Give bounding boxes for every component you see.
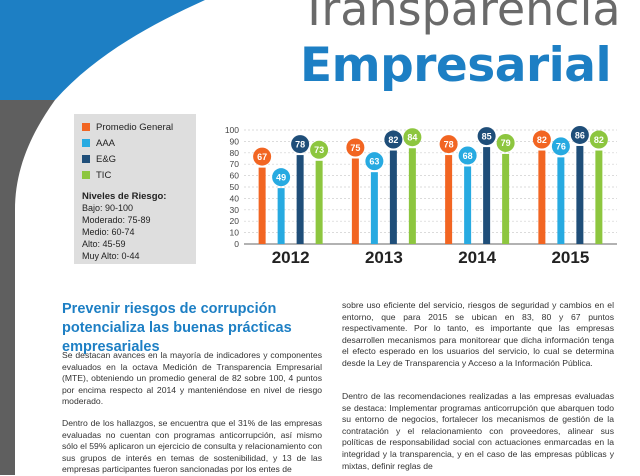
bar	[296, 155, 304, 244]
y-tick-label: 60	[230, 171, 240, 181]
risk-level-item: Moderado: 75-89	[82, 215, 151, 225]
risk-level-item: Muy Alto: 0-44	[82, 251, 140, 261]
legend-swatch	[82, 139, 90, 147]
legend-label: Promedio General	[96, 121, 174, 133]
bar	[483, 147, 491, 244]
bar	[315, 160, 323, 244]
data-label-bubble	[458, 146, 477, 165]
data-label-bubble	[570, 125, 589, 144]
legend-item-eg: E&G	[82, 152, 196, 166]
data-label: 84	[407, 133, 417, 143]
y-tick-label: 100	[225, 125, 239, 135]
bar	[576, 145, 584, 244]
legend-label: TIC	[96, 169, 112, 181]
bar	[464, 166, 472, 244]
x-tick-label: 2012	[272, 248, 310, 267]
page-title-line1: Transparencia	[300, 0, 621, 36]
bar	[408, 148, 416, 244]
bar	[557, 157, 565, 244]
bar	[351, 158, 359, 244]
bar	[538, 150, 546, 244]
y-tick-label: 40	[230, 193, 240, 203]
data-label: 78	[295, 139, 305, 149]
y-tick-label: 90	[230, 136, 240, 146]
data-label-bubble	[384, 130, 403, 149]
data-label: 76	[556, 142, 566, 152]
bar	[595, 150, 603, 244]
data-label-bubble	[403, 128, 422, 147]
data-label: 86	[575, 130, 585, 140]
article-heading: Prevenir riesgos de corrupción potencial…	[62, 301, 292, 355]
gray-side-band	[0, 100, 55, 475]
bar	[389, 150, 397, 244]
legend-item-tic: TIC	[82, 168, 196, 182]
legend-item-promedio: Promedio General	[82, 120, 196, 134]
bar	[502, 153, 510, 244]
data-label: 78	[444, 139, 454, 149]
y-tick-label: 30	[230, 205, 240, 215]
risk-level-item: Bajo: 90-100	[82, 203, 134, 213]
bar	[277, 188, 285, 244]
data-label-bubble	[310, 140, 329, 159]
risk-level-item: Alto: 45-59	[82, 239, 126, 249]
data-label: 82	[388, 135, 398, 145]
y-tick-label: 50	[230, 182, 240, 192]
risk-levels-title: Niveles de Riesgo:	[82, 191, 167, 202]
data-label: 73	[314, 145, 324, 155]
data-label: 79	[501, 138, 511, 148]
y-tick-label: 20	[230, 216, 240, 226]
data-label: 85	[482, 131, 492, 141]
bar	[445, 155, 453, 244]
data-label: 82	[537, 135, 547, 145]
data-label-bubble	[477, 127, 496, 146]
y-tick-label: 10	[230, 228, 240, 238]
y-tick-label: 0	[234, 239, 239, 249]
data-label-bubble	[551, 137, 570, 156]
page-title-line2: Empresarial	[300, 38, 612, 93]
bar	[258, 167, 266, 244]
data-label-bubble	[346, 138, 365, 157]
legend-swatch	[82, 171, 90, 179]
data-label: 67	[257, 152, 267, 162]
data-label: 63	[369, 156, 379, 166]
data-label-bubble	[272, 168, 291, 187]
x-tick-label: 2015	[551, 248, 589, 267]
legend-swatch	[82, 123, 90, 131]
x-tick-label: 2013	[365, 248, 403, 267]
data-label: 49	[276, 172, 286, 182]
article-paragraph: Dentro de las recomendaciones realizadas…	[342, 391, 614, 471]
legend-label: AAA	[96, 137, 116, 149]
blue-swoosh	[0, 0, 205, 100]
x-tick-label: 2014	[458, 248, 496, 267]
data-label-bubble	[589, 130, 608, 149]
risk-level-item: Medio: 60-74	[82, 227, 135, 237]
legend-item-aaa: AAA	[82, 136, 196, 150]
data-label-bubble	[291, 135, 310, 154]
data-label: 68	[463, 151, 473, 161]
data-label-bubble	[253, 147, 272, 166]
article-paragraph: Dentro de los hallazgos, se encuentra qu…	[62, 418, 322, 475]
chart-legend: Promedio General AAA E&G TIC Niveles de …	[74, 114, 196, 264]
legend-label: E&G	[96, 153, 117, 165]
y-tick-label: 70	[230, 159, 240, 169]
y-tick-label: 80	[230, 148, 240, 158]
data-label-bubble	[532, 130, 551, 149]
legend-swatch	[82, 155, 90, 163]
article-paragraph: Se destacan avances en la mayoría de ind…	[62, 350, 322, 407]
bar	[370, 172, 378, 244]
data-label: 75	[350, 143, 360, 153]
article-paragraph: sobre uso eficiente del servicio, riesgo…	[342, 300, 614, 368]
data-label-bubble	[496, 133, 515, 152]
data-label: 82	[594, 135, 604, 145]
data-label-bubble	[439, 135, 458, 154]
data-label-bubble	[365, 152, 384, 171]
